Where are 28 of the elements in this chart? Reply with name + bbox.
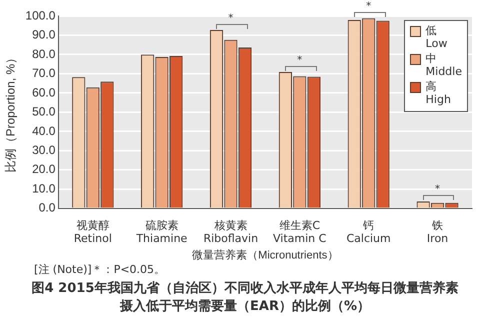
x-tick-label: 硫胺素 Thiamine <box>135 218 188 246</box>
annotation: * <box>227 13 234 24</box>
y-tick-label: 70.0 <box>32 66 56 80</box>
legend-label: 低 Low <box>426 24 448 50</box>
y-tick-label: 20.0 <box>32 162 56 176</box>
y-tick-label: 30.0 <box>32 142 56 157</box>
y-tick-label: 60.0 <box>32 85 56 100</box>
y-tick-label: 100.0 <box>25 8 56 22</box>
x-tick-label: 视黄醇 Retinol <box>74 218 112 246</box>
text: 图4 2015年我国九省（自治区）不同收入水平成年人平均每日微量营养素摄入低于平均需要量（EAR）的比例（%） <box>30 280 460 316</box>
annotation: * <box>296 54 304 66</box>
y-axis-title: 比例（Proportion, %） <box>4 52 18 173</box>
annotation: * <box>434 184 442 196</box>
x-tick-label: 钙 Calcium <box>346 218 391 246</box>
x-axis-title: 微量营养素（Micronutrients） <box>192 248 338 262</box>
y-tick-label: 50.0 <box>32 104 56 119</box>
legend-label: 高 High <box>426 80 451 106</box>
x-tick-label: 维生素C Vitamin C <box>273 218 327 246</box>
legend-label: 中 Middle <box>426 52 462 78</box>
y-tick-label: 0.0 <box>38 200 56 215</box>
x-tick-label: 铁 Iron <box>426 218 448 246</box>
y-tick-label: 90.0 <box>32 28 56 42</box>
y-tick-label: 10.0 <box>32 181 56 196</box>
x-tick-label: 核黄素 Riboflavin <box>203 218 258 246</box>
y-tick-label: 80.0 <box>32 46 56 61</box>
text: [注 (Note)]＊：P<0.05。 <box>34 262 166 277</box>
y-tick-label: 40.0 <box>32 124 56 138</box>
text: * <box>365 1 372 12</box>
